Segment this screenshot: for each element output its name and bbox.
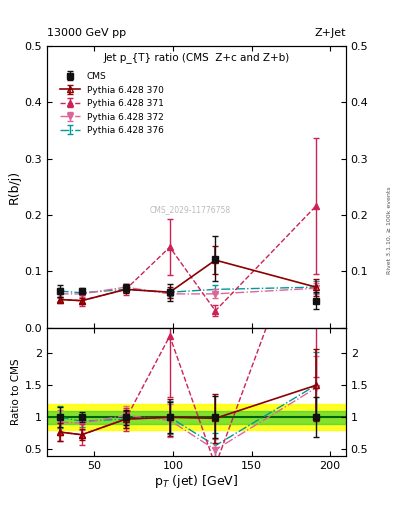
Legend: CMS, Pythia 6.428 370, Pythia 6.428 371, Pythia 6.428 372, Pythia 6.428 376: CMS, Pythia 6.428 370, Pythia 6.428 371,… bbox=[56, 69, 167, 139]
Text: CMS_2029-11776758: CMS_2029-11776758 bbox=[150, 205, 231, 214]
X-axis label: p$_T$ (jet) [GeV]: p$_T$ (jet) [GeV] bbox=[154, 473, 239, 490]
Text: 13000 GeV pp: 13000 GeV pp bbox=[47, 28, 126, 38]
Y-axis label: Ratio to CMS: Ratio to CMS bbox=[11, 358, 20, 425]
Text: Z+Jet: Z+Jet bbox=[314, 28, 346, 38]
Y-axis label: R(b/j): R(b/j) bbox=[7, 170, 20, 204]
Text: Jet p_{T} ratio (CMS  Z+c and Z+b): Jet p_{T} ratio (CMS Z+c and Z+b) bbox=[103, 52, 290, 62]
Text: Rivet 3.1.10, ≥ 100k events: Rivet 3.1.10, ≥ 100k events bbox=[387, 186, 392, 274]
